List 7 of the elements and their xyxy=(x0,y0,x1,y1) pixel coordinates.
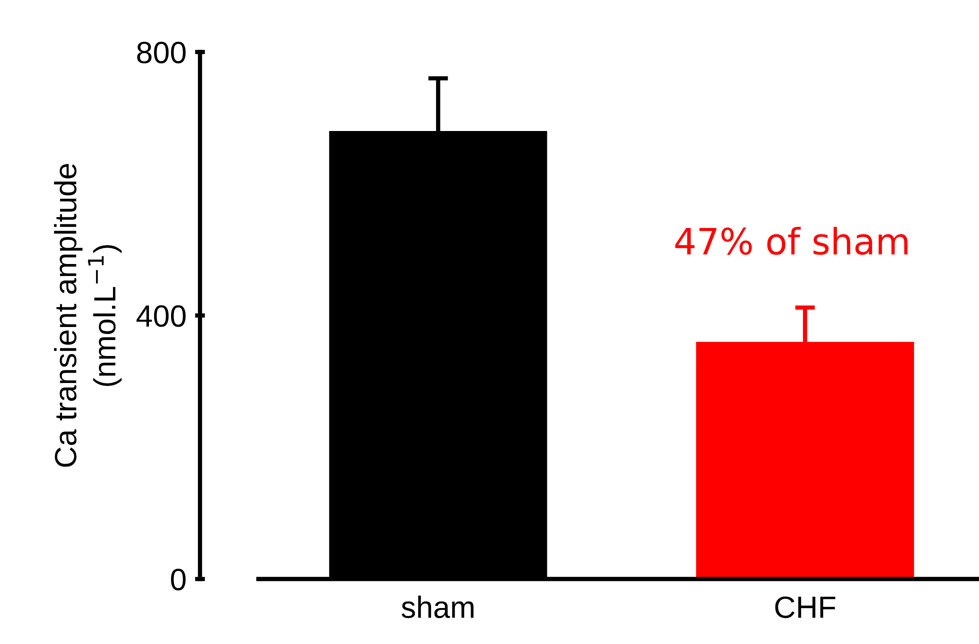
y-tick-label: 800 xyxy=(137,42,186,64)
annotation: 47% of sham xyxy=(675,226,908,255)
y-axis-title: Ca transient amplitude (nmol.L$^{−1}$) xyxy=(54,164,122,467)
y-tick-label: 0 xyxy=(171,568,186,590)
x-tick-label: CHF xyxy=(775,596,836,618)
y-tick-label: 400 xyxy=(136,305,186,327)
x-tick-label: sham xyxy=(402,596,474,618)
